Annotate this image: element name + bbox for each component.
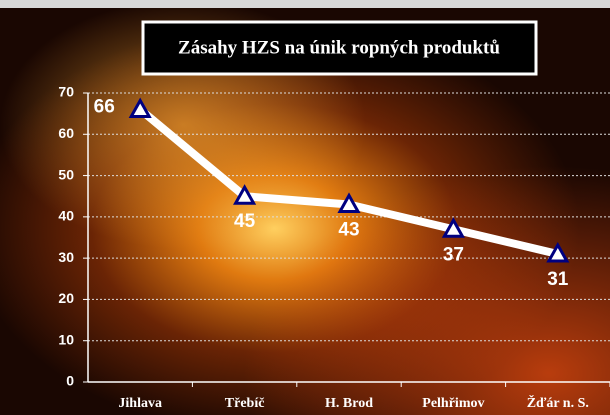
x-tick-label: Žďár n. S.: [527, 394, 589, 411]
page: Zásahy HZS na únik ropných produktů 0 10 2…: [0, 0, 610, 415]
y-tick-label: 50: [58, 166, 74, 182]
data-label: 66: [94, 97, 115, 118]
x-tick-label: Pelhřimov: [422, 396, 484, 411]
y-tick-label: 20: [58, 290, 74, 306]
data-label: 37: [443, 244, 464, 265]
y-tick-label: 40: [58, 208, 74, 224]
y-tick-label: 30: [58, 249, 74, 265]
x-tick-label: Jihlava: [118, 396, 162, 411]
y-tick-label: 10: [58, 331, 74, 347]
data-label: 43: [338, 219, 359, 240]
chart: Zásahy HZS na únik ropných produktů 0 10 2…: [0, 0, 610, 415]
y-tick-label: 70: [58, 84, 74, 100]
top-strip: [0, 0, 610, 8]
data-label: 45: [234, 211, 256, 232]
y-tick-label: 0: [66, 373, 74, 389]
y-tick-label: 60: [58, 125, 74, 141]
chart-title: Zásahy HZS na únik ropných produktů: [178, 37, 500, 58]
x-tick-label: H. Brod: [325, 396, 373, 411]
data-label: 31: [547, 269, 569, 290]
x-tick-label: Třebíč: [225, 396, 265, 411]
